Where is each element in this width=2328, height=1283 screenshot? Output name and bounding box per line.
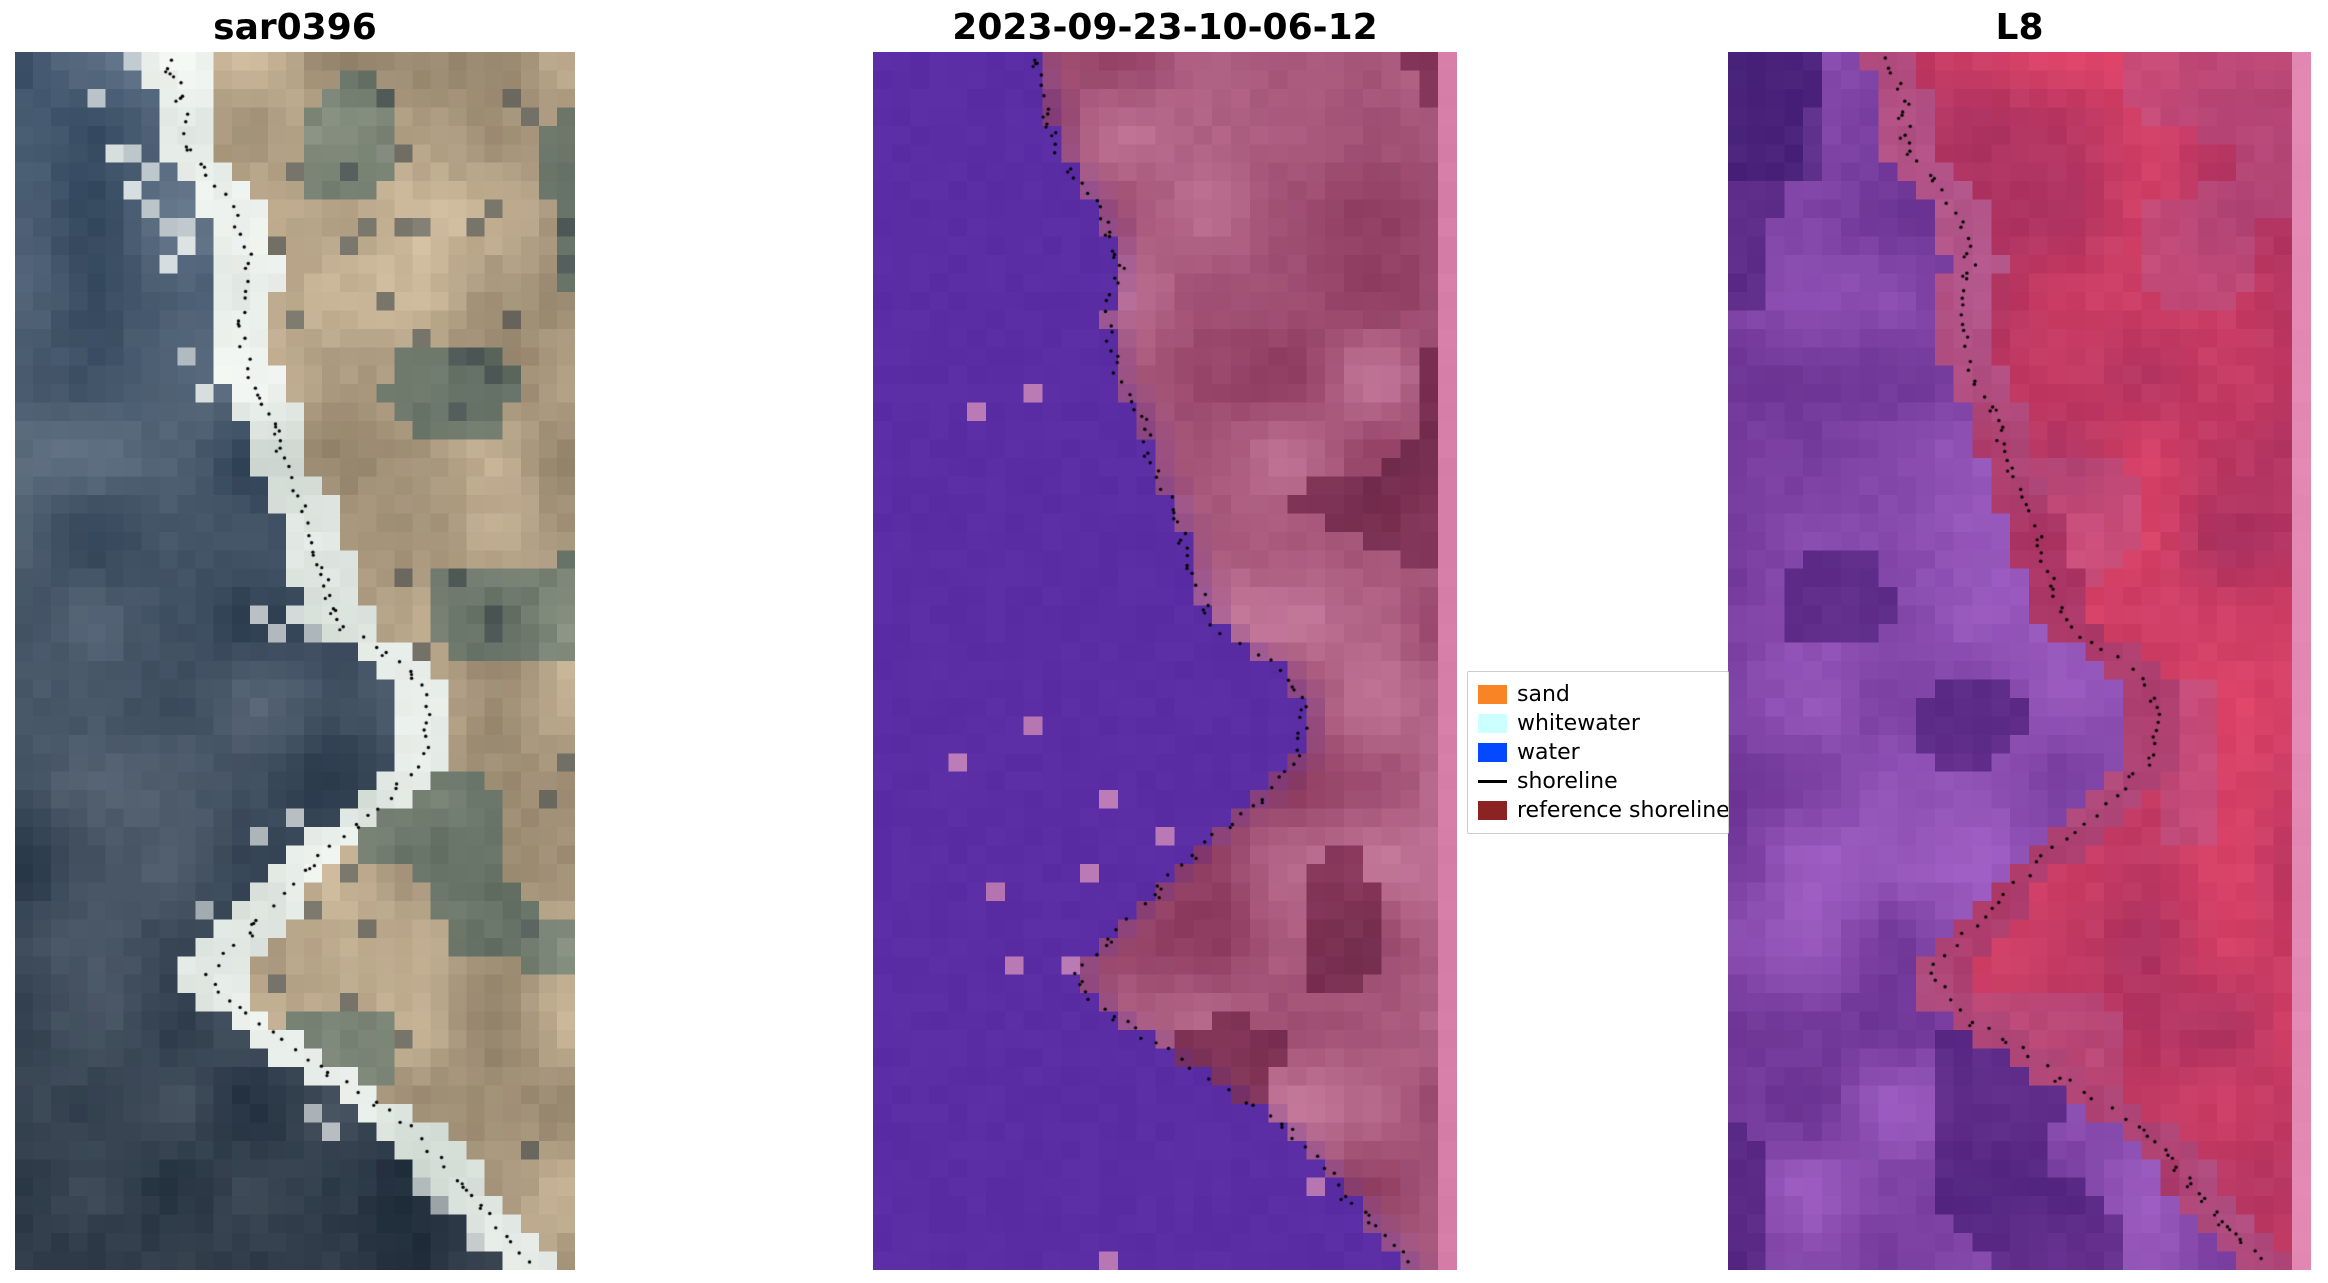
l8-shoreline-dots-overlay xyxy=(1728,52,2311,1270)
legend-label: whitewater xyxy=(1517,711,1640,736)
reference-shoreline-color xyxy=(1478,801,1507,820)
shoreline-color xyxy=(1478,780,1507,783)
water-swatch-icon xyxy=(1478,743,1507,763)
sand-swatch-icon xyxy=(1478,685,1507,705)
legend-item-reference-shoreline: reference shoreline xyxy=(1478,796,1728,825)
legend-item-shoreline: shoreline xyxy=(1478,767,1724,796)
legend-label: reference shoreline xyxy=(1517,798,1729,823)
sar-shoreline-dots-overlay xyxy=(15,52,575,1270)
panel-sar-image xyxy=(15,52,575,1270)
panel-title-l8: L8 xyxy=(1995,7,2044,48)
legend-label: water xyxy=(1517,740,1580,765)
water-color xyxy=(1478,743,1507,762)
sand-color xyxy=(1478,685,1507,704)
panel-title-sar: sar0396 xyxy=(213,7,377,48)
whitewater-color xyxy=(1478,714,1507,733)
shoreline-swatch-icon xyxy=(1478,772,1507,792)
reference-shoreline-swatch-icon xyxy=(1478,801,1507,821)
whitewater-swatch-icon xyxy=(1478,714,1507,734)
legend-item-water: water xyxy=(1478,738,1724,767)
legend: sand whitewater water shoreline reference sh… xyxy=(1467,671,1729,834)
legend-item-whitewater: whitewater xyxy=(1478,709,1724,738)
panel-l8-image xyxy=(1728,52,2311,1270)
legend-item-sand: sand xyxy=(1478,680,1724,709)
legend-label: sand xyxy=(1517,682,1570,707)
classified-shoreline-dots-overlay xyxy=(873,52,1457,1270)
legend-label: shoreline xyxy=(1517,769,1618,794)
panel-classified-image xyxy=(873,52,1457,1270)
panel-title-classified: 2023-09-23-10-06-12 xyxy=(952,7,1378,48)
